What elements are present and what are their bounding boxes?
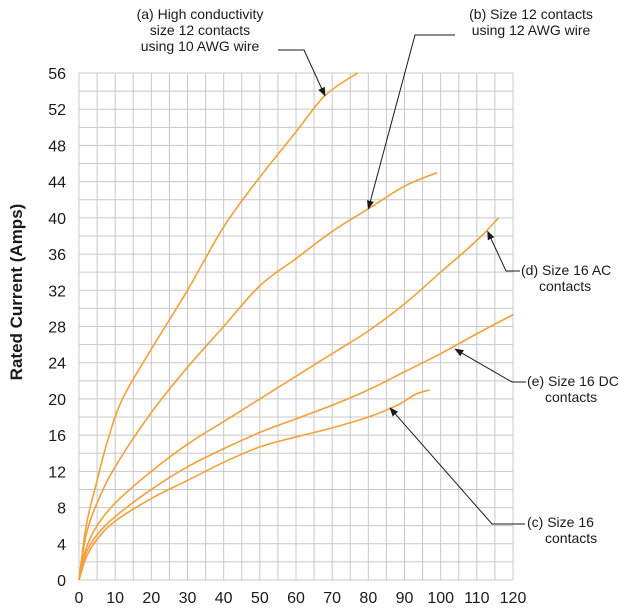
annotation-d: (d) Size 16 AC contacts [521, 262, 611, 294]
x-tick-label: 120 [500, 590, 527, 607]
x-tick-label: 50 [251, 590, 269, 607]
y-tick-label: 36 [48, 247, 66, 264]
y-tick-label: 4 [57, 537, 66, 554]
series-line-c [78, 389, 431, 581]
x-tick-labels: 0 10 20 30 40 50 60 70 80 90 100 110 120 [75, 590, 527, 607]
x-tick-label: 110 [464, 590, 490, 607]
x-tick-label: 40 [215, 590, 233, 607]
y-tick-label: 56 [48, 66, 66, 83]
annotation-line: (d) Size 16 AC [521, 262, 611, 278]
series-line-b [78, 171, 438, 581]
x-tick-label: 10 [106, 590, 124, 607]
y-tick-label: 16 [48, 428, 66, 445]
y-tick-label: 0 [57, 573, 66, 590]
annotation-e: (e) Size 16 DC contacts [527, 373, 619, 405]
y-tick-label: 44 [48, 175, 66, 192]
annotation-arrow-e [454, 348, 526, 383]
x-tick-label: 80 [359, 590, 377, 607]
series-line-d [78, 217, 500, 581]
annotation-line: (b) Size 12 contacts [469, 6, 593, 22]
annotations: (a) High conductivity size 12 contacts usi… [137, 6, 619, 546]
y-axis-label: Rated Current (Amps) [7, 204, 26, 381]
annotation-line: (c) Size 16 [527, 514, 594, 530]
y-tick-label: 8 [57, 501, 66, 518]
annotation-c: (c) Size 16 contacts [527, 514, 597, 546]
series-line-e [78, 314, 514, 581]
x-tick-label: 60 [287, 590, 305, 607]
y-tick-label: 12 [48, 464, 66, 481]
grid [78, 72, 514, 581]
annotation-arrow-d [487, 230, 520, 272]
y-tick-label: 48 [48, 138, 66, 155]
x-tick-label: 20 [142, 590, 160, 607]
annotation-line: contacts [545, 530, 597, 546]
annotation-line: size 12 contacts [150, 22, 250, 38]
annotation-line: contacts [539, 278, 591, 294]
y-tick-label: 28 [48, 320, 66, 337]
y-tick-label: 40 [48, 211, 66, 228]
annotation-line: (e) Size 16 DC [527, 373, 619, 389]
y-tick-label: 20 [48, 392, 66, 409]
x-tick-label: 90 [396, 590, 414, 607]
annotation-line: using 12 AWG wire [472, 22, 591, 38]
y-tick-label: 32 [48, 283, 66, 300]
annotation-arrow-b [366, 34, 455, 210]
y-tick-label: 52 [48, 102, 66, 119]
annotation-arrow-c [389, 407, 525, 525]
annotation-line: contacts [545, 389, 597, 405]
y-tick-label: 24 [48, 356, 66, 373]
x-tick-label: 30 [179, 590, 197, 607]
x-tick-label: 100 [427, 590, 454, 607]
annotation-b: (b) Size 12 contacts using 12 AWG wire [469, 6, 593, 38]
series-line-a [78, 72, 358, 581]
series-group [78, 72, 514, 581]
x-tick-label: 70 [323, 590, 341, 607]
x-tick-label: 0 [75, 590, 84, 607]
annotation-line: (a) High conductivity [137, 6, 264, 22]
annotation-a: (a) High conductivity size 12 contacts usi… [137, 6, 264, 54]
annotation-arrow-a [278, 49, 326, 97]
annotation-line: using 10 AWG wire [141, 38, 260, 54]
